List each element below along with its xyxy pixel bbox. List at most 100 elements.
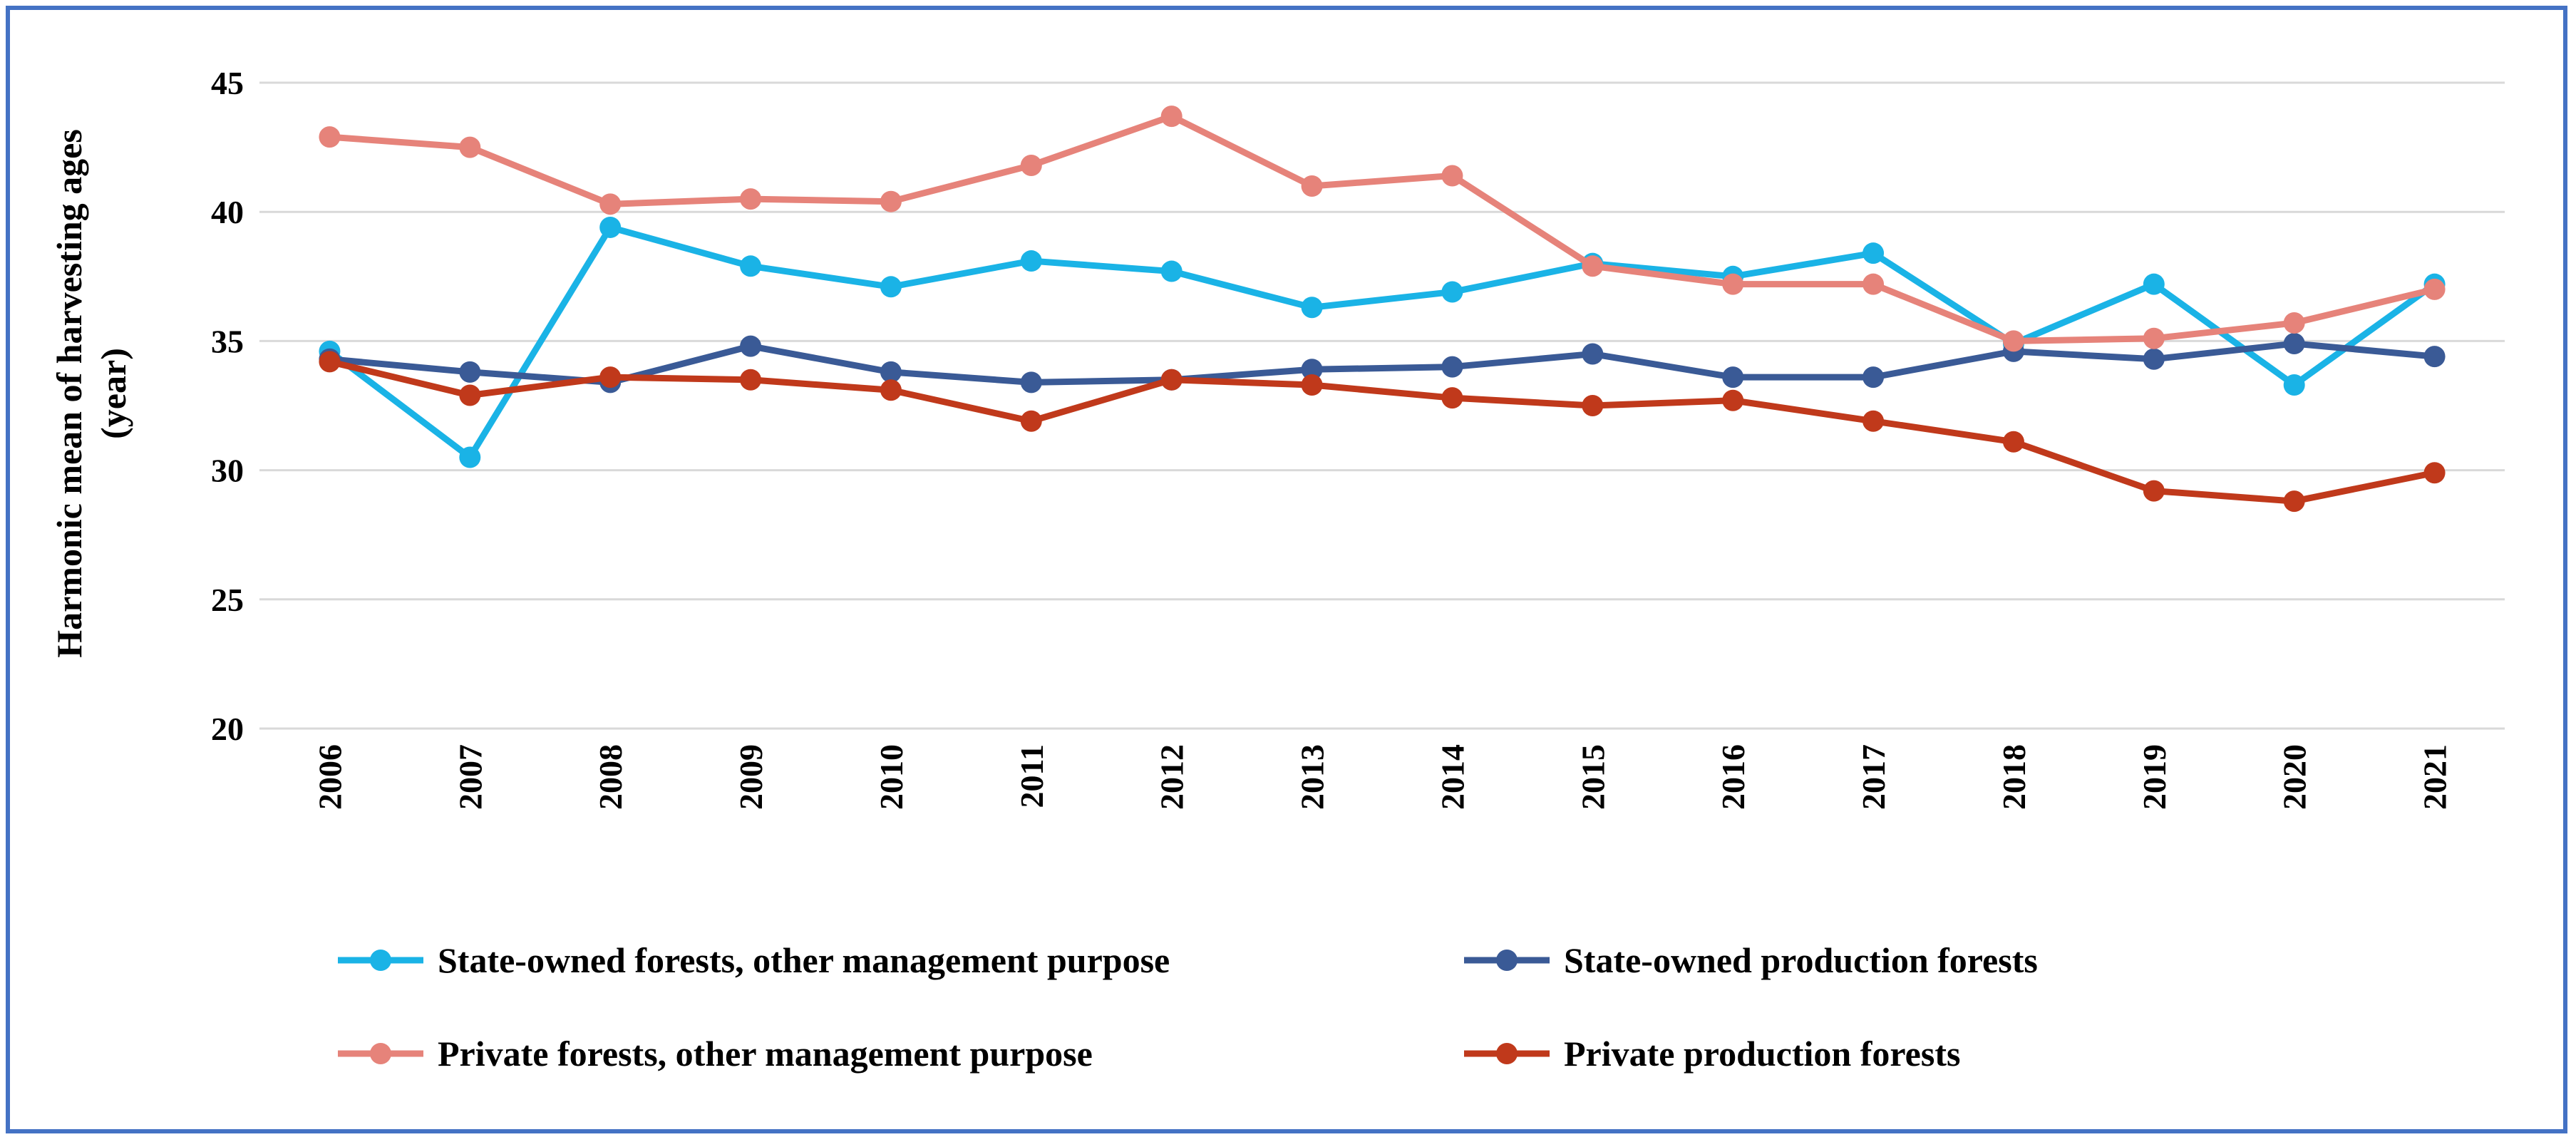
data-point: [880, 361, 902, 383]
x-tick-label: 2017: [1855, 744, 1892, 810]
series-line: [326, 340, 2438, 386]
legend-item: State-owned production forests: [1464, 940, 2038, 980]
legend-swatch-marker: [1496, 1043, 1518, 1064]
y-tick-label: 25: [211, 582, 244, 618]
x-axis-ticks: 2006 2007 2008 2009 2010 2011 2012 2013 2014 2015…: [311, 744, 2453, 810]
legend-label: Private forests, other management purpos…: [438, 1034, 1093, 1074]
data-point: [1582, 255, 1604, 277]
x-tick-label: 2006: [311, 744, 348, 810]
line-chart: 20 25 30 35 40 45 2006 2007 2008 2009 2010 2011 201…: [49, 65, 2505, 1074]
data-point: [1722, 389, 1744, 411]
y-axis-label-line1: Harmonic mean of harvesting ages: [49, 129, 89, 658]
legend-label: State-owned production forests: [1564, 940, 2038, 980]
x-tick-label: 2020: [2277, 744, 2313, 810]
data-point: [1160, 260, 1183, 282]
x-tick-label: 2007: [452, 744, 488, 810]
data-point: [1020, 410, 1042, 432]
data-point: [1441, 281, 1463, 303]
legend-swatch-marker: [1496, 950, 1518, 971]
data-point: [1301, 374, 1323, 396]
y-tick-label: 30: [211, 453, 244, 489]
data-point: [1301, 297, 1323, 319]
data-point: [1020, 154, 1042, 176]
series-line: [326, 224, 2438, 461]
series-line: [326, 113, 2438, 344]
series-2: [319, 333, 2446, 393]
chart-frame: 20 25 30 35 40 45 2006 2007 2008 2009 2010 2011 201…: [6, 6, 2567, 1133]
series-4: [319, 351, 2446, 513]
data-point: [459, 384, 481, 406]
legend-label: State-owned forests, other management pu…: [438, 940, 1170, 980]
x-tick-label: 2013: [1294, 744, 1331, 810]
data-point: [2002, 330, 2024, 352]
legend-swatch-marker: [370, 950, 391, 971]
data-point: [740, 188, 762, 210]
y-axis-label: Harmonic mean of harvesting ages (year): [49, 129, 133, 658]
x-tick-label: 2010: [873, 744, 910, 810]
data-point: [1441, 165, 1463, 187]
data-point: [1160, 369, 1183, 391]
data-point: [740, 255, 762, 277]
legend-item: Private forests, other management purpos…: [338, 1034, 1093, 1074]
y-tick-label: 20: [211, 711, 244, 747]
y-tick-label: 45: [211, 65, 244, 101]
data-point: [880, 276, 902, 298]
x-tick-label: 2014: [1434, 744, 1470, 810]
y-axis-ticks: 20 25 30 35 40 45: [211, 65, 244, 747]
data-point: [1582, 395, 1604, 416]
data-point: [1441, 387, 1463, 409]
legend-item: State-owned forests, other management pu…: [338, 940, 1170, 980]
data-point: [459, 446, 481, 468]
legend: State-owned forests, other management pu…: [338, 940, 2038, 1074]
data-point: [319, 126, 341, 148]
data-point: [1863, 273, 1885, 295]
series-line: [326, 358, 2438, 505]
data-point: [1863, 242, 1885, 264]
data-point: [740, 335, 762, 357]
data-point: [1863, 410, 1885, 432]
series-3: [319, 106, 2446, 352]
data-point: [1020, 371, 1042, 393]
data-point: [1301, 359, 1323, 381]
data-point: [2283, 374, 2305, 396]
y-tick-label: 40: [211, 194, 244, 230]
data-point: [319, 351, 341, 373]
x-tick-label: 2009: [733, 744, 769, 810]
data-point: [1722, 273, 1744, 295]
data-point: [880, 190, 902, 212]
data-point: [2143, 327, 2165, 349]
x-tick-label: 2021: [2417, 744, 2453, 810]
data-point: [599, 216, 622, 238]
x-tick-label: 2018: [1996, 744, 2032, 810]
data-point: [2143, 348, 2165, 370]
legend-item: Private production forests: [1464, 1034, 1960, 1074]
series-group: [319, 106, 2446, 513]
data-point: [2283, 490, 2305, 513]
data-point: [1020, 250, 1042, 272]
data-point: [2283, 312, 2305, 334]
data-point: [599, 366, 622, 389]
x-tick-label: 2019: [2136, 744, 2173, 810]
x-tick-label: 2012: [1154, 744, 1190, 810]
y-tick-label: 35: [211, 323, 244, 359]
series-1: [319, 216, 2446, 468]
data-point: [1441, 356, 1463, 378]
data-point: [2143, 480, 2165, 502]
data-point: [880, 379, 902, 401]
data-point: [599, 193, 622, 215]
data-point: [2423, 278, 2446, 300]
data-point: [740, 369, 762, 391]
gridlines: [259, 81, 2505, 730]
x-tick-label: 2015: [1575, 744, 1611, 810]
data-point: [2283, 333, 2305, 355]
data-point: [2002, 431, 2024, 453]
data-point: [1863, 366, 1885, 389]
data-point: [2423, 462, 2446, 484]
data-point: [1301, 175, 1323, 197]
y-axis-label-line2: (year): [93, 348, 133, 439]
legend-swatch-marker: [370, 1043, 391, 1064]
data-point: [2423, 346, 2446, 368]
legend-label: Private production forests: [1564, 1034, 1960, 1074]
x-tick-label: 2008: [592, 744, 629, 810]
data-point: [459, 136, 481, 158]
